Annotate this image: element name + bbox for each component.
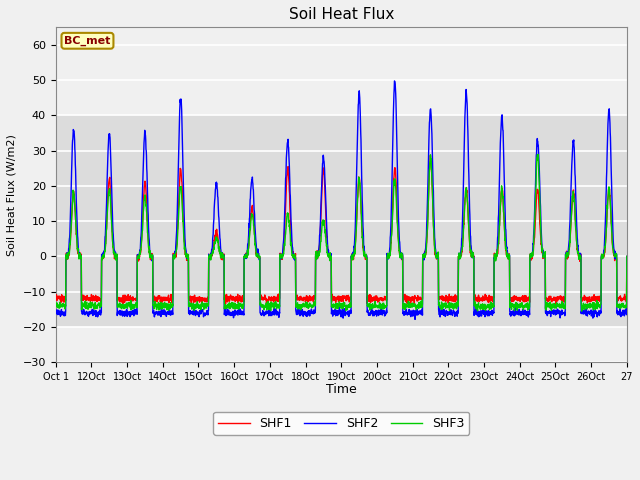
SHF1	[232, 294, 240, 300]
X-axis label: Time: Time	[326, 383, 356, 396]
SHF2	[623, 253, 630, 259]
Text: BC_met: BC_met	[64, 36, 111, 46]
Legend: SHF1, SHF2, SHF3: SHF1, SHF2, SHF3	[213, 412, 469, 435]
SHF2	[615, 312, 623, 318]
SHF3	[109, 240, 116, 246]
SHF2	[109, 223, 116, 229]
SHF2	[390, 78, 398, 84]
Bar	[56, 115, 627, 327]
SHF1	[623, 253, 630, 259]
SHF1	[376, 297, 383, 302]
SHF3	[578, 308, 586, 314]
SHF2	[411, 316, 419, 322]
SHF3	[232, 303, 240, 309]
SHF1	[552, 301, 560, 307]
SHF1	[427, 153, 435, 158]
Y-axis label: Soil Heat Flux (W/m2): Soil Heat Flux (W/m2)	[7, 134, 17, 256]
SHF3	[513, 307, 521, 313]
SHF3	[546, 301, 554, 307]
SHF1	[109, 240, 116, 246]
SHF2	[52, 310, 60, 316]
SHF2	[546, 308, 554, 314]
SHF2	[514, 309, 522, 315]
Title: Soil Heat Flux: Soil Heat Flux	[289, 7, 394, 22]
Line: SHF3: SHF3	[56, 155, 627, 311]
SHF1	[546, 293, 554, 299]
SHF2	[376, 311, 383, 317]
SHF1	[514, 297, 522, 303]
SHF2	[232, 308, 240, 314]
Line: SHF2: SHF2	[56, 81, 627, 319]
Line: SHF1: SHF1	[56, 156, 627, 304]
SHF1	[52, 293, 60, 299]
SHF3	[615, 303, 623, 309]
SHF3	[534, 152, 542, 157]
SHF1	[615, 295, 623, 301]
SHF3	[623, 253, 630, 259]
SHF3	[52, 304, 60, 310]
SHF3	[376, 300, 383, 306]
